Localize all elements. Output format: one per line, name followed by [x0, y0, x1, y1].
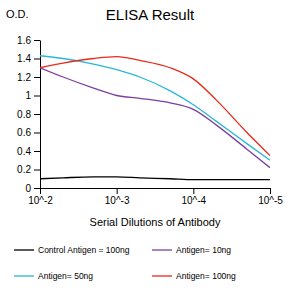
- legend-label: Antigen= 100ng: [176, 271, 236, 281]
- legend-swatch: [14, 275, 34, 276]
- x-tick: 10^-5: [258, 188, 283, 206]
- y-tick: 1: [25, 90, 40, 101]
- y-tick-label: 0.6: [17, 127, 31, 138]
- y-tick-label: 1.4: [17, 53, 31, 64]
- legend-label: Antigen= 50ng: [38, 271, 93, 281]
- legend-item: Antigen= 50ng: [14, 271, 93, 281]
- y-tick-mark: [34, 40, 40, 41]
- y-tick-mark: [34, 96, 40, 97]
- x-axis: 10^-2 10^-3 10^-4 10^-5: [28, 188, 283, 206]
- y-tick: 1.4: [17, 53, 40, 64]
- y-tick: 0.4: [17, 146, 40, 157]
- y-tick-mark: [34, 77, 40, 78]
- x-axis-line: [41, 188, 271, 189]
- legend-label: Control Antigen = 100ng: [38, 245, 130, 255]
- y-axis-line: [40, 41, 41, 189]
- x-axis-title: Serial Dilutions of Antibody: [90, 216, 221, 228]
- series-line: [40, 56, 270, 161]
- y-tick-label: 0.2: [17, 164, 31, 175]
- legend-swatch: [152, 275, 172, 276]
- legend-swatch: [14, 249, 34, 250]
- series-line: [40, 57, 270, 156]
- x-tick-mark: [117, 188, 118, 194]
- legend-item: Antigen= 10ng: [152, 245, 231, 255]
- y-tick-label: 1.6: [17, 35, 31, 46]
- y-tick-label: 0.8: [17, 109, 31, 120]
- x-tick-mark: [40, 188, 41, 194]
- y-tick-mark: [34, 133, 40, 134]
- chart: ELISA Result O.D. 0 0.2 0.4 0.6 0.8 1 1.2 1.4 1.6 1…: [0, 0, 300, 300]
- series-line: [40, 177, 270, 180]
- y-axis: 0 0.2 0.4 0.6 0.8 1 1.2 1.4 1.6: [17, 35, 40, 194]
- y-tick-mark: [34, 114, 40, 115]
- title: ELISA Result: [106, 6, 195, 23]
- y-tick: 0: [25, 183, 40, 194]
- y-axis-title: O.D.: [6, 8, 29, 20]
- y-tick: 0.8: [17, 109, 40, 120]
- y-tick-label: 0.4: [17, 146, 31, 157]
- y-tick-mark: [34, 59, 40, 60]
- y-tick-mark: [34, 188, 40, 189]
- y-tick-label: 0: [25, 183, 31, 194]
- x-tick-label: 10^-2: [28, 195, 53, 206]
- x-tick-label: 10^-3: [105, 195, 130, 206]
- y-tick-label: 1: [25, 90, 31, 101]
- plot-lines: [40, 56, 270, 180]
- y-tick-mark: [34, 170, 40, 171]
- y-tick: 1.2: [17, 72, 40, 83]
- y-tick: 0.2: [17, 164, 40, 175]
- legend: Control Antigen = 100ng Antigen= 10ng Anti…: [14, 245, 236, 281]
- y-tick: 0.6: [17, 127, 40, 138]
- x-tick-label: 10^-5: [258, 195, 283, 206]
- x-tick-label: 10^-4: [181, 195, 206, 206]
- x-tick: 10^-2: [28, 188, 53, 206]
- legend-item: Antigen= 100ng: [152, 271, 236, 281]
- x-tick: 10^-4: [181, 188, 206, 206]
- y-tick: 1.6: [17, 35, 40, 46]
- y-tick-mark: [34, 151, 40, 152]
- x-tick: 10^-3: [105, 188, 130, 206]
- legend-swatch: [152, 249, 172, 250]
- x-tick-mark: [193, 188, 194, 194]
- legend-label: Antigen= 10ng: [176, 245, 231, 255]
- y-tick-label: 1.2: [17, 72, 31, 83]
- x-tick-mark: [270, 188, 271, 194]
- legend-item: Control Antigen = 100ng: [14, 245, 130, 255]
